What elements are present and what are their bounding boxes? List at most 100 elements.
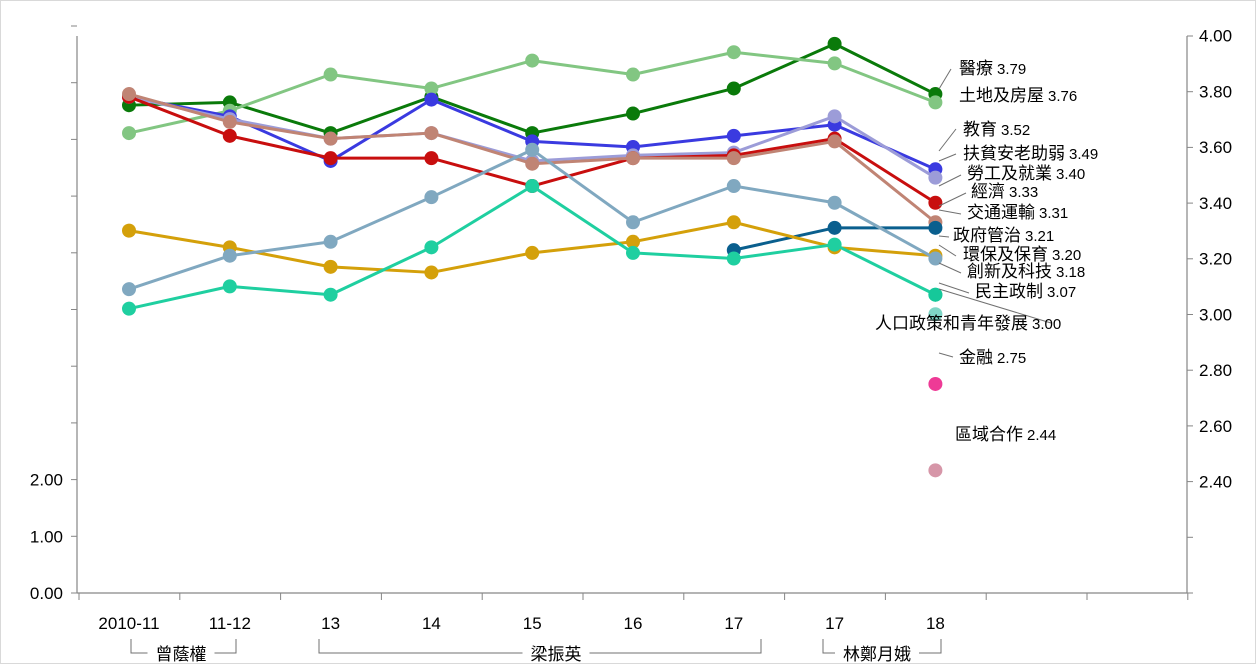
leader-line [938, 352, 954, 358]
data-point [726, 215, 741, 230]
right-axis-tick-label: 3.80 [1199, 82, 1232, 101]
series-label: 人口政策和青年發展 3.00 [875, 314, 1061, 333]
right-axis-tick-label: 3.60 [1199, 138, 1232, 157]
data-point [827, 237, 842, 252]
series-5 [122, 87, 943, 230]
data-point [928, 287, 943, 302]
data-point [827, 36, 842, 51]
period-bracket [130, 639, 237, 654]
period-brackets: 曾蔭權 梁振英 林鄭月娥 [130, 639, 942, 664]
right-axis-tick-label: 3.00 [1199, 305, 1232, 324]
series-label-name: 政府管治 [953, 226, 1021, 245]
data-point [928, 251, 943, 266]
series-9 [122, 179, 943, 316]
data-point [222, 279, 237, 294]
series-label: 土地及房屋 3.76 [959, 86, 1077, 105]
series-label-value: 3.31 [1039, 205, 1068, 222]
data-point [626, 245, 640, 260]
series-label: 金融 2.75 [959, 348, 1026, 367]
series-label: 經濟 3.33 [971, 182, 1038, 201]
series-label-name: 創新及科技 [967, 262, 1052, 281]
leader-line [938, 209, 962, 215]
right-axis-tick-label: 4.00 [1199, 27, 1232, 46]
series-13 [928, 463, 943, 478]
series-label-name: 人口政策和青年發展 [875, 314, 1028, 333]
leader-line [938, 153, 957, 162]
right-axis-tick-label: 2.60 [1199, 417, 1232, 436]
data-point [222, 248, 237, 263]
series-10 [928, 287, 943, 302]
series-8 [122, 142, 943, 297]
data-point [122, 282, 136, 297]
data-point [525, 156, 540, 171]
data-point [424, 240, 439, 255]
leader-line [938, 282, 970, 294]
series-label-name: 扶貧安老助弱 [963, 144, 1065, 163]
x-axis-tick-label: 18 [926, 614, 945, 633]
series-label-name: 金融 [959, 348, 993, 367]
series-label: 環保及保育 3.20 [963, 245, 1081, 264]
data-point [424, 126, 439, 141]
x-axis-tick-label: 13 [321, 614, 340, 633]
series-label-value: 3.49 [1069, 146, 1098, 163]
series-label-name: 醫療 [959, 59, 993, 78]
data-point [626, 151, 640, 166]
data-point [323, 131, 338, 146]
series-label-value: 3.18 [1056, 264, 1085, 281]
series-label: 創新及科技 3.18 [967, 262, 1085, 281]
data-point [323, 234, 338, 249]
data-point [827, 220, 842, 235]
x-axis-tick-label: 2010-11 [98, 614, 159, 633]
data-point [323, 259, 338, 274]
data-point [626, 67, 640, 82]
leader-line [938, 174, 962, 187]
data-point [122, 87, 136, 102]
data-point [122, 301, 136, 316]
data-point [928, 170, 943, 185]
series-label-name: 民主政制 [975, 282, 1043, 301]
left-axis-tick-label: 0.00 [30, 584, 63, 603]
data-point [928, 220, 943, 235]
data-point [726, 45, 741, 60]
series-label: 扶貧安老助弱 3.49 [963, 144, 1098, 163]
series-label-name: 教育 [963, 120, 997, 139]
series-label: 勞工及就業 3.40 [967, 164, 1085, 183]
data-point [525, 179, 540, 194]
series-label-value: 3.07 [1047, 284, 1076, 301]
data-point [424, 265, 439, 280]
data-point [726, 179, 741, 194]
series-layer [122, 36, 943, 478]
series-label-name: 經濟 [971, 182, 1005, 201]
data-point [626, 215, 640, 230]
period-label: 林鄭月娥 [843, 645, 911, 664]
data-point [928, 376, 943, 391]
series-label-name: 區域合作 [955, 425, 1023, 444]
data-point [122, 126, 136, 141]
x-axis-tick-label: 17 [825, 614, 844, 633]
series-label-name: 環保及保育 [963, 245, 1048, 264]
right-axis-tick-label: 2.80 [1199, 361, 1232, 380]
leader-line [938, 288, 1052, 324]
data-point [323, 287, 338, 302]
left-axis-tick-label: 2.00 [30, 471, 63, 490]
series-11 [928, 307, 943, 322]
data-point [726, 151, 741, 166]
data-point [827, 56, 842, 71]
data-point [525, 142, 540, 157]
data-point [928, 307, 943, 322]
left-axis-tick-label: 1.00 [30, 527, 63, 546]
data-point [424, 190, 439, 205]
data-point [323, 67, 338, 82]
series-label: 教育 3.52 [963, 120, 1030, 139]
series-label: 政府管治 3.21 [953, 226, 1054, 245]
x-axis-tick-label: 15 [523, 614, 542, 633]
data-point [726, 128, 741, 143]
series-label-name: 交通運輸 [967, 203, 1035, 222]
series-label-value: 2.44 [1027, 427, 1056, 444]
data-point [726, 81, 741, 96]
series-label-value: 3.40 [1056, 166, 1085, 183]
data-point [424, 92, 439, 107]
